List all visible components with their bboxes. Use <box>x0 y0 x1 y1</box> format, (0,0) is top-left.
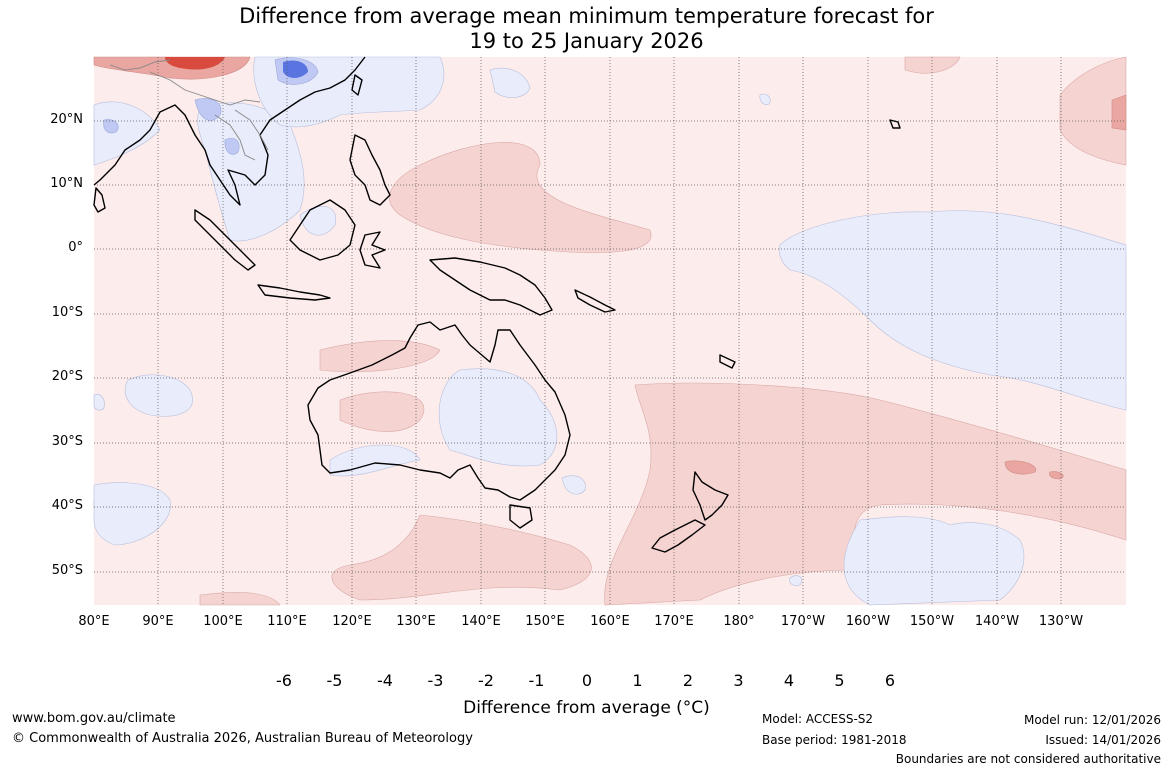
lon-label: 120°E <box>332 614 372 629</box>
colorbar-tick: -5 <box>326 671 343 690</box>
lon-label: 150°W <box>909 614 955 629</box>
sulawesi-coastline <box>359 231 386 269</box>
colorbar-tick: -6 <box>276 671 292 690</box>
lon-label: 170°W <box>780 614 826 629</box>
cool-anomaly-core <box>283 60 308 78</box>
colorbar-tick: 2 <box>682 671 694 690</box>
lon-label: 150°E <box>525 614 565 629</box>
colorbar-tick: 3 <box>733 671 744 690</box>
lon-label: 140°W <box>974 614 1020 629</box>
taiwan-coastline <box>351 74 363 96</box>
colorbar-tick: 0 <box>581 671 593 690</box>
lat-label: 50°S <box>51 563 83 578</box>
australia-coastline <box>307 321 571 501</box>
new-zealand-north-coastline <box>692 471 729 521</box>
model-name: Model: ACCESS-S2 <box>762 712 874 726</box>
hawaii-coastline <box>889 119 901 129</box>
hot-anomaly-core <box>165 57 225 70</box>
copyright-notice: © Commonwealth of Australia 2026, Austra… <box>12 731 473 746</box>
base-period: Base period: 1981-2018 <box>762 733 907 747</box>
forecast-map <box>93 56 1127 606</box>
new-caledonia-coastline <box>719 354 736 369</box>
lat-label: 10°N <box>50 176 83 191</box>
map-gridlines <box>94 57 1126 605</box>
lat-label: 10°S <box>51 305 83 320</box>
boundaries-disclaimer: Boundaries are not considered authoritat… <box>895 752 1161 766</box>
lat-label: 20°N <box>50 112 83 127</box>
website-link[interactable]: www.bom.gov.au/climate <box>12 711 176 726</box>
colorbar-tick: 6 <box>884 671 896 690</box>
lat-label: 40°S <box>51 498 83 513</box>
lon-label: 160°E <box>590 614 630 629</box>
colorbar-tick: 4 <box>783 671 795 690</box>
philippines-coastline <box>349 134 391 206</box>
lon-label: 90°E <box>142 614 174 629</box>
lon-label: 160°W <box>845 614 891 629</box>
lon-label: 100°E <box>203 614 243 629</box>
lat-label: 20°S <box>51 369 83 384</box>
java-coastline <box>257 284 331 301</box>
lon-label: 170°E <box>654 614 694 629</box>
asia-borders <box>109 59 269 161</box>
lat-label: 0° <box>68 240 83 255</box>
lon-label: 130°E <box>396 614 436 629</box>
warm-anomaly-regions <box>93 56 1127 606</box>
cool-anomaly-regions <box>93 56 1127 606</box>
solomon-islands-coastline <box>574 289 616 313</box>
new-guinea-coastline <box>429 257 553 316</box>
mainland-asia-coastline <box>93 56 366 206</box>
lon-label: 140°E <box>461 614 501 629</box>
coastlines <box>93 56 901 553</box>
borneo-coastline <box>289 199 356 261</box>
colorbar-tick: 5 <box>834 671 845 690</box>
issued-date: Issued: 14/01/2026 <box>1045 733 1161 747</box>
colorbar-tick: -1 <box>528 671 545 690</box>
lon-label: 180° <box>723 614 755 629</box>
sumatra-coastline <box>194 209 256 271</box>
lon-label: 130°W <box>1038 614 1084 629</box>
new-zealand-south-coastline <box>651 519 706 553</box>
lon-label: 110°E <box>267 614 307 629</box>
tasmania-coastline <box>509 504 533 529</box>
title-line-1: Difference from average mean minimum tem… <box>239 4 934 28</box>
model-run-date: Model run: 12/01/2026 <box>1023 713 1161 727</box>
colorbar-tick: 1 <box>632 671 643 690</box>
lon-label: 80°E <box>78 614 110 629</box>
sri-lanka-coastline <box>93 187 106 213</box>
colorbar-tick: -2 <box>478 671 494 690</box>
colorbar-tick: -4 <box>377 671 393 690</box>
colorbar-tick: -3 <box>427 671 444 690</box>
title-line-2: 19 to 25 January 2026 <box>469 29 704 53</box>
lat-label: 30°S <box>51 434 83 449</box>
map-title: Difference from average mean minimum tem… <box>0 4 1173 54</box>
colorbar-title: Difference from average (°C) <box>463 698 710 718</box>
